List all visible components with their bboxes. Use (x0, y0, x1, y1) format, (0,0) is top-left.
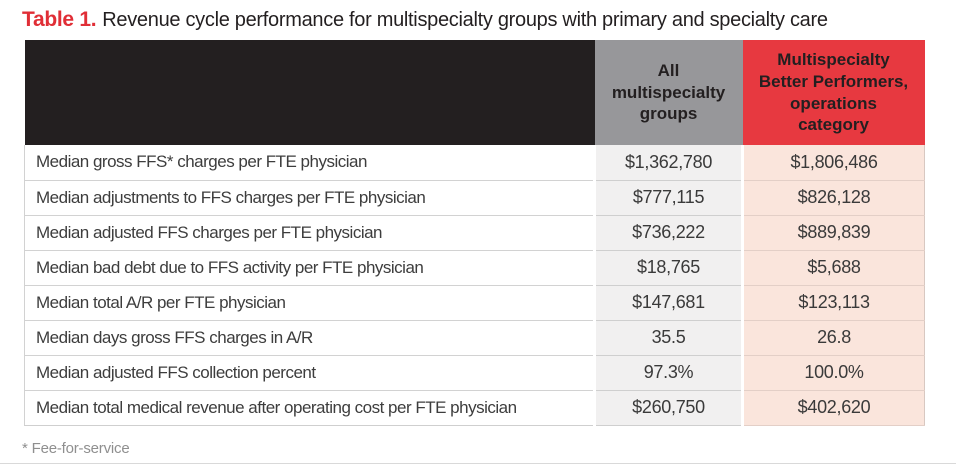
table-header: All multispecialty groups Multispecialty… (24, 40, 925, 145)
table-row: Median total medical revenue after opera… (24, 390, 925, 426)
row-label: Median gross FFS* charges per FTE physic… (24, 145, 595, 181)
revenue-cycle-table: All multispecialty groups Multispecialty… (24, 40, 925, 426)
value-better-performers: $402,620 (741, 390, 925, 426)
value-all-groups: 97.3% (593, 355, 743, 391)
value-all-groups: 35.5 (593, 320, 743, 356)
value-all-groups: $147,681 (593, 285, 743, 321)
value-better-performers: $889,839 (741, 215, 925, 251)
row-label: Median adjustments to FFS charges per FT… (24, 180, 595, 216)
value-better-performers: 26.8 (741, 320, 925, 356)
table-row: Median total A/R per FTE physician $147,… (24, 285, 925, 321)
bottom-divider (0, 463, 956, 464)
value-better-performers: $5,688 (741, 250, 925, 286)
value-better-performers: $1,806,486 (741, 145, 925, 181)
row-label: Median adjusted FFS charges per FTE phys… (24, 215, 595, 251)
value-all-groups: $777,115 (593, 180, 743, 216)
row-label: Median total medical revenue after opera… (24, 390, 595, 426)
table-row: Median gross FFS* charges per FTE physic… (24, 145, 925, 181)
column-header-better-performers: Multispecialty Better Performers, operat… (742, 40, 925, 145)
table-title-number: Table 1. (22, 8, 97, 31)
value-all-groups: $260,750 (593, 390, 743, 426)
value-all-groups: $18,765 (593, 250, 743, 286)
row-label: Median adjusted FFS collection percent (24, 355, 595, 391)
table-title-text: Revenue cycle performance for multispeci… (102, 9, 828, 31)
column-header-all-groups: All multispecialty groups (594, 40, 743, 145)
row-label: Median total A/R per FTE physician (24, 285, 595, 321)
value-better-performers: $826,128 (741, 180, 925, 216)
table-row: Median adjusted FFS charges per FTE phys… (24, 215, 925, 251)
value-better-performers: $123,113 (741, 285, 925, 321)
table-row: Median days gross FFS charges in A/R 35.… (24, 320, 925, 356)
value-all-groups: $736,222 (593, 215, 743, 251)
header-corner-block (24, 40, 595, 145)
table-row: Median bad debt due to FFS activity per … (24, 250, 925, 286)
footnote: * Fee-for-service (22, 440, 130, 457)
table-row: Median adjustments to FFS charges per FT… (24, 180, 925, 216)
table-title: Table 1. Revenue cycle performance for mu… (22, 8, 828, 32)
row-label: Median bad debt due to FFS activity per … (24, 250, 595, 286)
header-row: All multispecialty groups Multispecialty… (24, 40, 925, 145)
value-better-performers: 100.0% (741, 355, 925, 391)
value-all-groups: $1,362,780 (593, 145, 743, 181)
table-row: Median adjusted FFS collection percent 9… (24, 355, 925, 391)
table-body: Median gross FFS* charges per FTE physic… (24, 145, 925, 426)
row-label: Median days gross FFS charges in A/R (24, 320, 595, 356)
